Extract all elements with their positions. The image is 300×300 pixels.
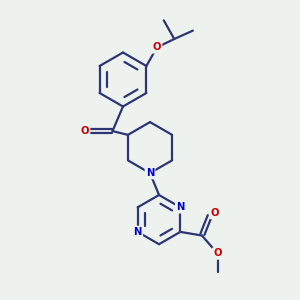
Text: O: O — [211, 208, 219, 218]
Text: O: O — [81, 126, 89, 136]
Text: N: N — [176, 202, 184, 212]
Text: N: N — [134, 227, 142, 237]
Text: O: O — [213, 248, 222, 259]
Text: O: O — [153, 42, 161, 52]
Text: N: N — [146, 168, 154, 178]
